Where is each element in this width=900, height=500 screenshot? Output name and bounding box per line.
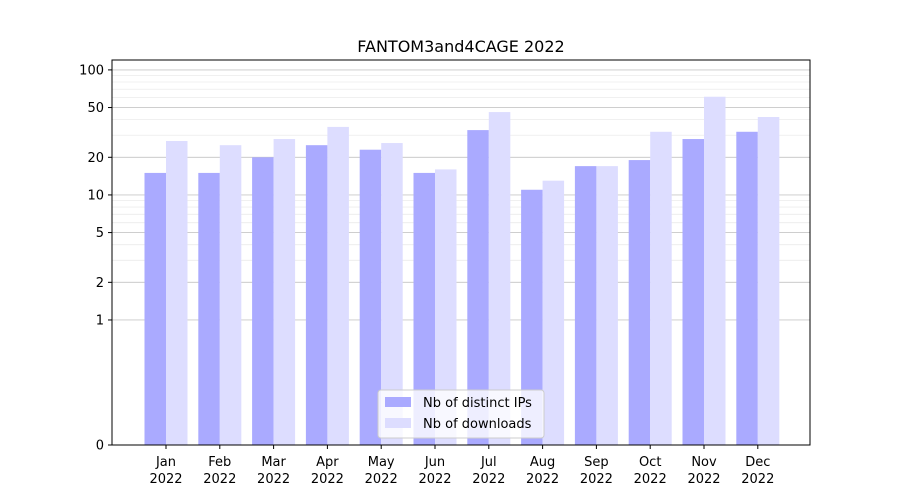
x-tick-label-month: Jul — [480, 455, 497, 470]
x-tick-label-month: Oct — [639, 455, 661, 470]
axes: 0 1 2 5 10 20 50 100 Jan 2022 Feb 2022 Mar 2022 Apr 202… — [79, 63, 774, 487]
bar-downloads — [704, 96, 726, 445]
chart-title: FANTOM3and4CAGE 2022 — [357, 37, 564, 56]
bar-distinct-ips — [413, 172, 435, 445]
x-tick-label-year: 2022 — [634, 472, 667, 487]
x-tick-label-year: 2022 — [580, 472, 613, 487]
x-tick-label-year: 2022 — [365, 472, 398, 487]
bar-distinct-ips — [682, 139, 704, 445]
x-tick-label-year: 2022 — [311, 472, 344, 487]
bar-downloads — [273, 139, 296, 445]
bar-downloads — [650, 131, 672, 445]
bar-downloads — [435, 169, 457, 445]
y-tick-label: 1 — [96, 313, 104, 328]
legend: Nb of distinct IPs Nb of downloads — [377, 389, 545, 439]
plot-frame — [111, 59, 811, 446]
bar-distinct-ips — [305, 145, 328, 445]
y-tick-label: 20 — [87, 151, 104, 166]
bar-downloads — [596, 166, 618, 445]
x-tick-label-month: Mar — [261, 455, 286, 470]
x-tick-label-year: 2022 — [741, 472, 774, 487]
legend-swatch — [385, 418, 411, 428]
x-tick-label-year: 2022 — [203, 472, 236, 487]
y-tick-label: 5 — [96, 226, 104, 241]
x-tick-label-month: Dec — [745, 455, 770, 470]
bar-downloads — [757, 117, 780, 445]
legend-label: Nb of downloads — [423, 417, 532, 432]
x-tick-label-year: 2022 — [472, 472, 505, 487]
y-tick-label: 0 — [96, 439, 104, 454]
bars — [144, 96, 780, 446]
bar-distinct-ips — [252, 157, 274, 445]
bar-downloads — [327, 126, 349, 446]
bar-distinct-ips — [736, 131, 758, 445]
legend-box — [377, 389, 545, 439]
bar-distinct-ips — [628, 160, 651, 445]
x-tick-label-month: Apr — [316, 455, 339, 470]
bar-distinct-ips — [574, 166, 597, 445]
x-tick-label-year: 2022 — [149, 472, 182, 487]
x-tick-label-month: May — [368, 455, 395, 470]
y-tick-label: 50 — [87, 101, 104, 116]
bar-downloads — [488, 112, 511, 445]
x-tick-label-month: Jan — [155, 455, 176, 470]
bar-downloads — [381, 143, 403, 445]
legend-label: Nb of distinct IPs — [423, 396, 532, 411]
x-tick-label-year: 2022 — [257, 472, 290, 487]
bar-distinct-ips — [467, 130, 489, 445]
x-tick-label-year: 2022 — [526, 472, 559, 487]
legend-swatch — [385, 397, 411, 407]
x-tick-label-month: Aug — [530, 455, 555, 470]
y-tick-label: 10 — [87, 188, 104, 203]
bar-distinct-ips — [521, 189, 543, 445]
y-tick-label: 100 — [79, 63, 104, 78]
x-tick-label-year: 2022 — [687, 472, 720, 487]
x-tick-label-month: Jun — [424, 455, 445, 470]
x-tick-label-year: 2022 — [418, 472, 451, 487]
bar-downloads — [542, 180, 565, 445]
x-tick-label-month: Feb — [208, 455, 231, 470]
bar-distinct-ips — [359, 149, 382, 446]
bar-downloads — [219, 145, 242, 445]
x-tick-label-month: Nov — [691, 455, 717, 470]
x-tick-label-month: Sep — [584, 455, 609, 470]
bar-distinct-ips — [144, 172, 166, 445]
bar-distinct-ips — [198, 172, 220, 445]
bar-downloads — [166, 140, 188, 445]
y-tick-label: 2 — [96, 276, 104, 291]
